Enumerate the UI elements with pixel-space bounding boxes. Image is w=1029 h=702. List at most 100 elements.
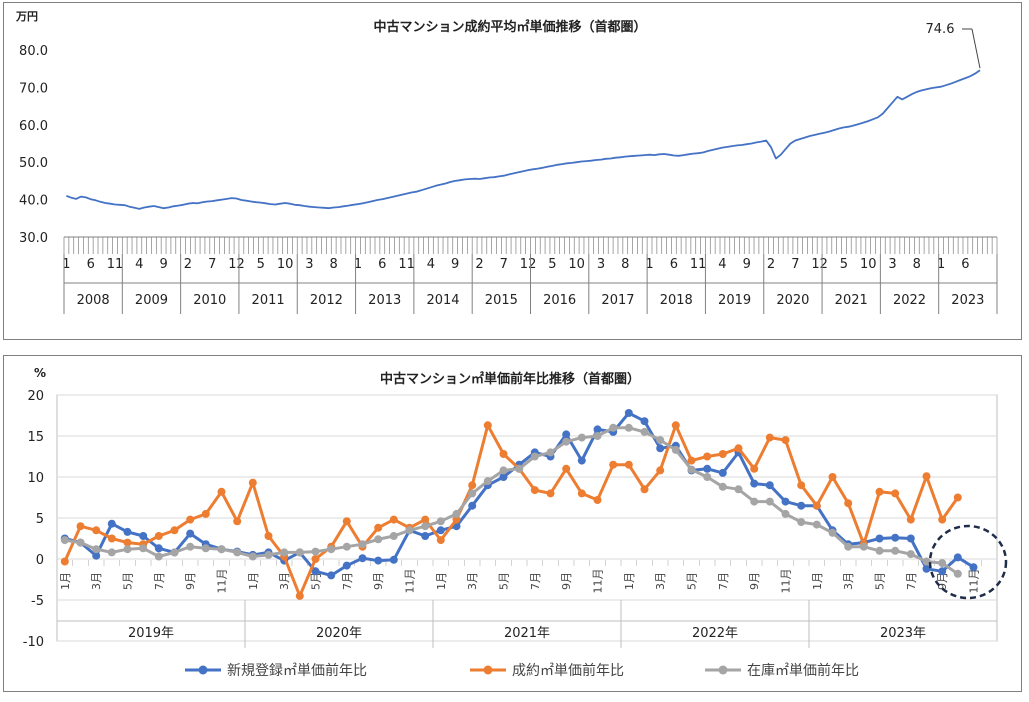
series-point bbox=[718, 450, 727, 458]
series-point bbox=[562, 464, 571, 473]
series-point bbox=[248, 552, 257, 561]
series-point bbox=[264, 550, 273, 559]
y-tick-label: 40.0 bbox=[19, 194, 48, 209]
series-point bbox=[765, 433, 774, 442]
month-tick-label: 11 bbox=[398, 257, 415, 272]
chart-title: 中古マンション成約平均㎡単価推移（首都圏） bbox=[373, 19, 646, 35]
series-point bbox=[938, 559, 947, 568]
series-point bbox=[969, 563, 978, 572]
series-point bbox=[797, 501, 806, 510]
month-tick-label: 3 bbox=[305, 257, 313, 272]
series-point bbox=[107, 548, 116, 557]
series-point bbox=[906, 515, 915, 524]
series-point bbox=[938, 567, 947, 576]
year-label: 2010 bbox=[193, 293, 226, 308]
series-point bbox=[389, 515, 398, 524]
series-point bbox=[812, 501, 821, 510]
series-point bbox=[624, 460, 633, 469]
price-series-line bbox=[66, 69, 981, 210]
month-tick-label: 1 bbox=[645, 257, 653, 272]
month-tick-label: 12 bbox=[811, 257, 828, 272]
series-point bbox=[421, 532, 430, 540]
year-label: 2013 bbox=[368, 293, 401, 308]
series-point bbox=[60, 557, 69, 566]
y-tick-label: 10 bbox=[27, 471, 44, 486]
series-line bbox=[64, 426, 959, 576]
y-tick-label: 50.0 bbox=[19, 156, 48, 171]
month-tick-label: 2 bbox=[767, 257, 775, 272]
month-tick-label: 5 bbox=[257, 257, 265, 272]
year-label: 2020 bbox=[776, 293, 809, 308]
series-point bbox=[311, 555, 320, 563]
series-point bbox=[781, 509, 790, 518]
month-tick-label: 10 bbox=[860, 257, 877, 272]
series-point bbox=[483, 477, 492, 486]
month-tick-label: 6 bbox=[87, 257, 95, 272]
series-point bbox=[499, 466, 508, 475]
series-line bbox=[63, 423, 960, 598]
series-point bbox=[358, 554, 367, 563]
series-point bbox=[76, 538, 85, 547]
series-point bbox=[233, 517, 242, 526]
month-tick-label: 4 bbox=[427, 257, 435, 272]
month-label: 5月 bbox=[310, 572, 323, 590]
series-point bbox=[577, 489, 586, 498]
series-point bbox=[201, 509, 210, 518]
series-point bbox=[891, 489, 900, 498]
month-label: 11月 bbox=[968, 569, 981, 594]
series-point bbox=[593, 432, 602, 440]
month-label: 7月 bbox=[529, 572, 542, 590]
series-point bbox=[922, 557, 931, 566]
series-point bbox=[750, 497, 759, 506]
month-tick-label: 12 bbox=[228, 257, 245, 272]
series-point bbox=[295, 591, 304, 600]
series-point bbox=[233, 548, 242, 557]
year-label: 2018 bbox=[660, 293, 693, 308]
series-point bbox=[452, 515, 461, 524]
year-label: 2019年 bbox=[128, 626, 174, 641]
series-point bbox=[593, 496, 602, 504]
series-point bbox=[358, 540, 367, 549]
month-tick-label: 7 bbox=[208, 257, 216, 272]
month-tick-label: 8 bbox=[330, 257, 338, 272]
series-point bbox=[154, 552, 163, 561]
price-chart-panel bbox=[3, 2, 1022, 340]
series-point bbox=[217, 487, 226, 496]
series-point bbox=[922, 472, 931, 481]
series-point bbox=[327, 545, 336, 554]
y-tick-label: 80.0 bbox=[19, 44, 48, 59]
year-label: 2016 bbox=[543, 293, 576, 308]
series-point bbox=[107, 519, 116, 528]
month-tick-label: 4 bbox=[718, 257, 726, 272]
series-point bbox=[123, 538, 132, 547]
month-tick-label: 11 bbox=[107, 257, 124, 272]
series-point bbox=[342, 542, 351, 551]
month-label: 1月 bbox=[623, 572, 636, 590]
month-tick-label: 7 bbox=[500, 257, 508, 272]
series-point bbox=[342, 517, 351, 526]
legend-marker bbox=[198, 665, 208, 675]
series-point bbox=[671, 445, 680, 454]
month-label: 9月 bbox=[748, 572, 761, 590]
series-point bbox=[953, 493, 962, 502]
series-point bbox=[311, 547, 320, 556]
month-label: 5月 bbox=[874, 572, 887, 590]
series-point bbox=[953, 553, 962, 562]
year-label: 2021 bbox=[835, 293, 868, 308]
series-point bbox=[248, 478, 257, 487]
series-point bbox=[703, 464, 712, 473]
month-label: 9月 bbox=[184, 572, 197, 590]
series-line bbox=[64, 411, 975, 577]
month-label: 3月 bbox=[90, 572, 103, 590]
series-point bbox=[734, 444, 743, 453]
series-point bbox=[765, 481, 774, 490]
series-point bbox=[656, 436, 665, 445]
series-point bbox=[640, 485, 649, 494]
series-point bbox=[374, 556, 383, 565]
month-tick-label: 6 bbox=[961, 257, 969, 272]
month-tick-label: 2 bbox=[475, 257, 483, 272]
series-point bbox=[201, 544, 210, 553]
series-point bbox=[859, 542, 868, 551]
series-point bbox=[687, 465, 696, 474]
